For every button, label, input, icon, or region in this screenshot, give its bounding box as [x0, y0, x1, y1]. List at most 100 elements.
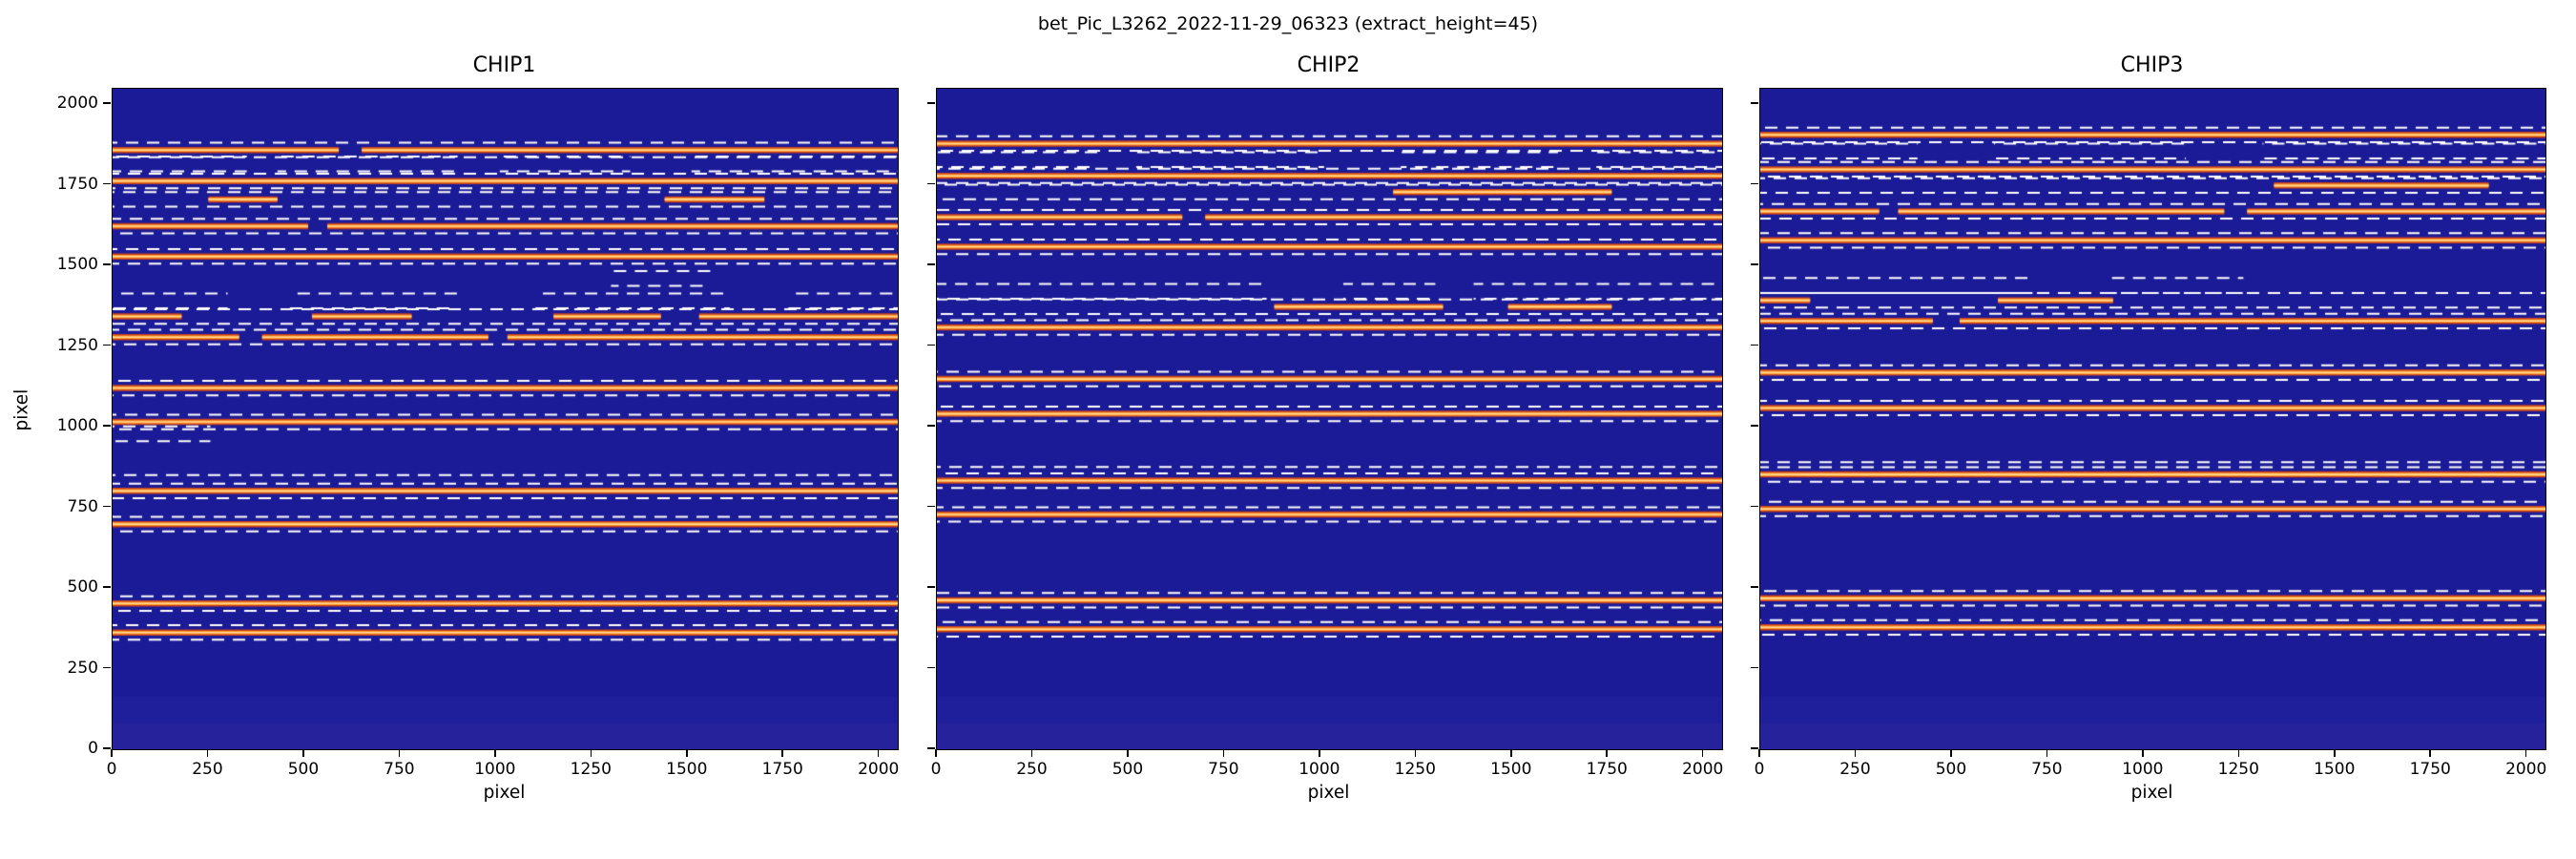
- y-tick-mark: [927, 666, 935, 669]
- y-tick-mark: [927, 263, 935, 265]
- y-tick-label: 1750: [56, 174, 98, 194]
- x-tick-mark: [686, 749, 688, 757]
- x-tick-label: 2000: [1682, 760, 1724, 779]
- y-tick-mark: [1751, 263, 1758, 265]
- chip1-image: [113, 89, 898, 749]
- x-tick-label: 1500: [1490, 760, 1532, 779]
- chip2-xlabel: pixel: [1307, 783, 1350, 803]
- y-tick-label: 0: [88, 739, 98, 758]
- x-tick-label: 2000: [858, 760, 900, 779]
- y-tick-label: 250: [67, 658, 98, 678]
- chip2-plot-area: [936, 88, 1723, 750]
- x-tick-mark: [494, 749, 496, 757]
- chip3-plot-area: [1759, 88, 2546, 750]
- y-tick-mark: [1751, 747, 1758, 749]
- y-tick-mark: [103, 425, 111, 427]
- x-tick-label: 750: [2031, 760, 2063, 779]
- x-tick-label: 0: [106, 760, 117, 779]
- figure-title: bet_Pic_L3262_2022-11-29_06323 (extract_…: [1037, 13, 1539, 34]
- chip1-plot-area: [112, 88, 899, 750]
- x-tick-label: 1250: [2217, 760, 2259, 779]
- y-tick-label: 750: [67, 496, 98, 516]
- chip3-image: [1760, 89, 2545, 749]
- y-tick-mark: [927, 505, 935, 508]
- y-tick-mark: [1751, 586, 1758, 588]
- y-tick-label: 500: [67, 577, 98, 597]
- x-tick-label: 1000: [1298, 760, 1340, 779]
- y-tick-mark: [927, 747, 935, 749]
- y-tick-mark: [103, 586, 111, 588]
- x-tick-label: 1750: [761, 760, 803, 779]
- x-tick-mark: [398, 749, 401, 757]
- x-tick-mark: [2237, 749, 2240, 757]
- y-tick-mark: [927, 102, 935, 104]
- x-tick-mark: [1701, 749, 1704, 757]
- x-tick-mark: [2334, 749, 2336, 757]
- y-tick-mark: [103, 747, 111, 749]
- chip2-title: CHIP2: [1297, 53, 1361, 77]
- x-tick-mark: [302, 749, 304, 757]
- x-tick-label: 750: [1208, 760, 1239, 779]
- y-tick-mark: [1751, 102, 1758, 104]
- y-tick-mark: [103, 505, 111, 508]
- chip2-image: [937, 89, 1722, 749]
- y-tick-mark: [927, 586, 935, 588]
- y-tick-mark: [927, 425, 935, 427]
- x-tick-mark: [1414, 749, 1417, 757]
- x-tick-mark: [1127, 749, 1129, 757]
- x-tick-label: 1750: [2409, 760, 2451, 779]
- x-tick-mark: [2429, 749, 2431, 757]
- x-tick-label: 1000: [2122, 760, 2164, 779]
- y-tick-mark: [103, 666, 111, 669]
- x-tick-label: 1500: [666, 760, 708, 779]
- x-tick-mark: [1606, 749, 1608, 757]
- x-tick-label: 1250: [1394, 760, 1436, 779]
- y-tick-mark: [103, 344, 111, 346]
- x-tick-label: 500: [1935, 760, 1967, 779]
- x-tick-mark: [2046, 749, 2048, 757]
- x-tick-label: 0: [1754, 760, 1765, 779]
- x-tick-mark: [1030, 749, 1033, 757]
- x-tick-mark: [1854, 749, 1857, 757]
- x-tick-label: 750: [384, 760, 415, 779]
- y-tick-mark: [103, 102, 111, 104]
- x-tick-label: 2000: [2505, 760, 2547, 779]
- x-tick-label: 1750: [1586, 760, 1628, 779]
- chip3-xlabel: pixel: [2130, 783, 2173, 803]
- x-tick-label: 0: [930, 760, 942, 779]
- x-tick-mark: [1222, 749, 1225, 757]
- x-tick-label: 1500: [2314, 760, 2356, 779]
- chip3-title: CHIP3: [2120, 53, 2184, 77]
- x-tick-mark: [1319, 749, 1320, 757]
- x-tick-mark: [206, 749, 209, 757]
- x-tick-mark: [2524, 749, 2527, 757]
- chip1-title: CHIP1: [472, 53, 536, 77]
- x-tick-mark: [877, 749, 880, 757]
- x-tick-mark: [1950, 749, 1952, 757]
- x-tick-label: 500: [1111, 760, 1144, 779]
- y-tick-label: 1250: [56, 335, 98, 355]
- y-tick-mark: [1751, 344, 1758, 346]
- y-tick-mark: [927, 344, 935, 346]
- x-tick-label: 500: [287, 760, 320, 779]
- y-tick-mark: [1751, 505, 1758, 508]
- x-tick-label: 250: [1016, 760, 1048, 779]
- x-tick-label: 250: [1839, 760, 1871, 779]
- x-tick-label: 1250: [570, 760, 612, 779]
- x-tick-mark: [2142, 749, 2144, 757]
- x-tick-mark: [935, 749, 937, 757]
- y-tick-mark: [1751, 666, 1758, 669]
- y-tick-label: 2000: [56, 94, 98, 114]
- x-tick-mark: [590, 749, 592, 757]
- y-tick-mark: [103, 263, 111, 265]
- x-tick-mark: [111, 749, 113, 757]
- x-tick-mark: [781, 749, 783, 757]
- x-tick-label: 1000: [474, 760, 516, 779]
- y-tick-label: 1000: [56, 416, 98, 436]
- y-tick-mark: [1751, 182, 1758, 185]
- x-tick-mark: [1510, 749, 1512, 757]
- y-axis-label: pixel: [11, 388, 32, 431]
- y-tick-mark: [103, 182, 111, 185]
- y-tick-mark: [1751, 425, 1758, 427]
